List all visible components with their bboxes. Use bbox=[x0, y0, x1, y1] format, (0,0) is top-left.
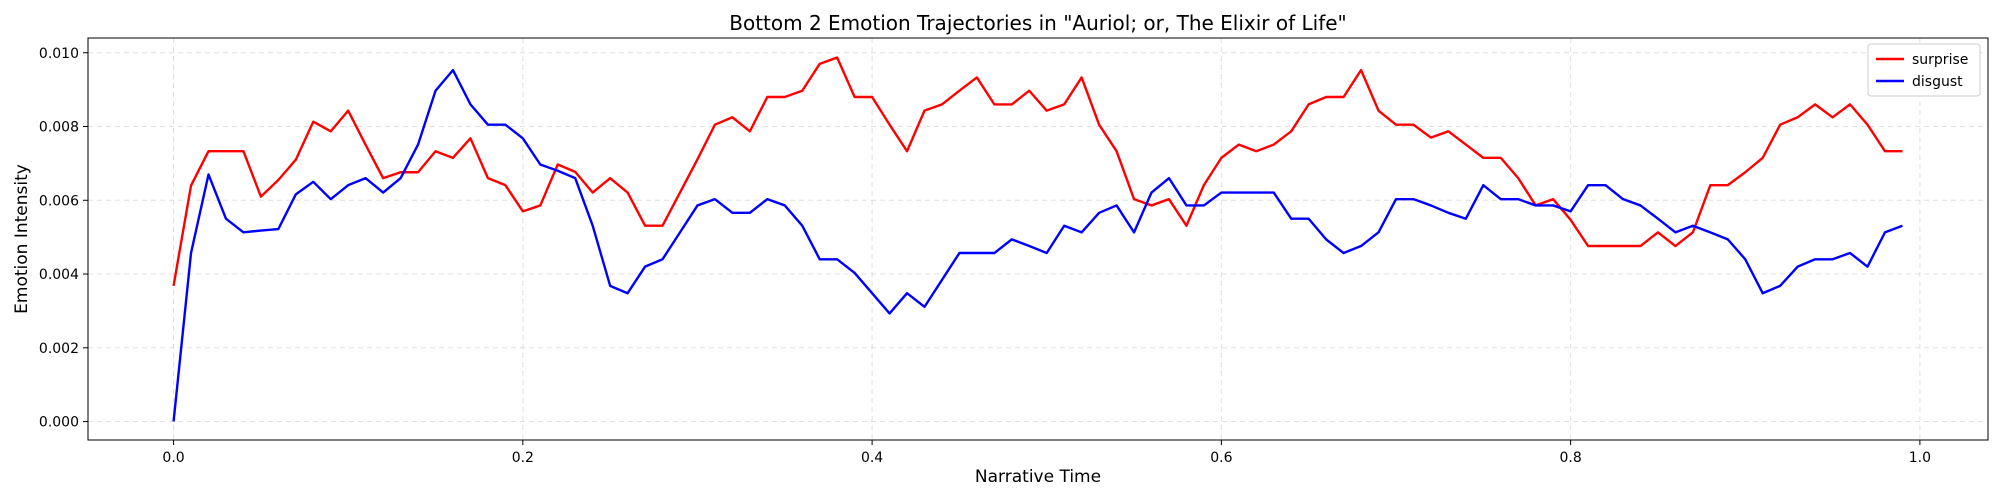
x-axis-label: Narrative Time bbox=[975, 467, 1101, 487]
y-axis-label: Emotion Intensity bbox=[12, 164, 32, 314]
plot-frame bbox=[87, 37, 1989, 441]
x-tick-label: 0.4 bbox=[861, 450, 883, 466]
x-tick-label: 1.0 bbox=[1909, 450, 1931, 466]
y-tick-label: 0.000 bbox=[39, 415, 79, 431]
y-tick-label: 0.002 bbox=[39, 341, 79, 357]
x-tick-label: 0.8 bbox=[1559, 450, 1581, 466]
axis-ticks: 0.0 0.2 0.4 0.6 0.8 1.0 0.000 0.002 0.004 0.006 0.… bbox=[39, 46, 1931, 466]
y-tick-label: 0.008 bbox=[39, 120, 79, 136]
chart-title: Bottom 2 Emotion Trajectories in "Auriol… bbox=[729, 11, 1347, 35]
y-tick-label: 0.006 bbox=[39, 193, 79, 209]
grid bbox=[88, 38, 1988, 440]
legend-label-disgust: disgust bbox=[1912, 74, 1963, 90]
x-tick-label: 0.0 bbox=[162, 450, 184, 466]
series-group bbox=[172, 56, 1903, 422]
y-tick-label: 0.010 bbox=[39, 46, 79, 62]
legend-box bbox=[1867, 43, 1981, 97]
series-line-surprise bbox=[172, 56, 1903, 287]
y-tick-label: 0.004 bbox=[39, 267, 79, 283]
x-tick-label: 0.6 bbox=[1210, 450, 1232, 466]
x-tick-label: 0.2 bbox=[512, 450, 534, 466]
legend: surprise disgust bbox=[1867, 43, 1981, 97]
legend-label-surprise: surprise bbox=[1912, 52, 1968, 68]
series-line-disgust bbox=[172, 68, 1903, 422]
